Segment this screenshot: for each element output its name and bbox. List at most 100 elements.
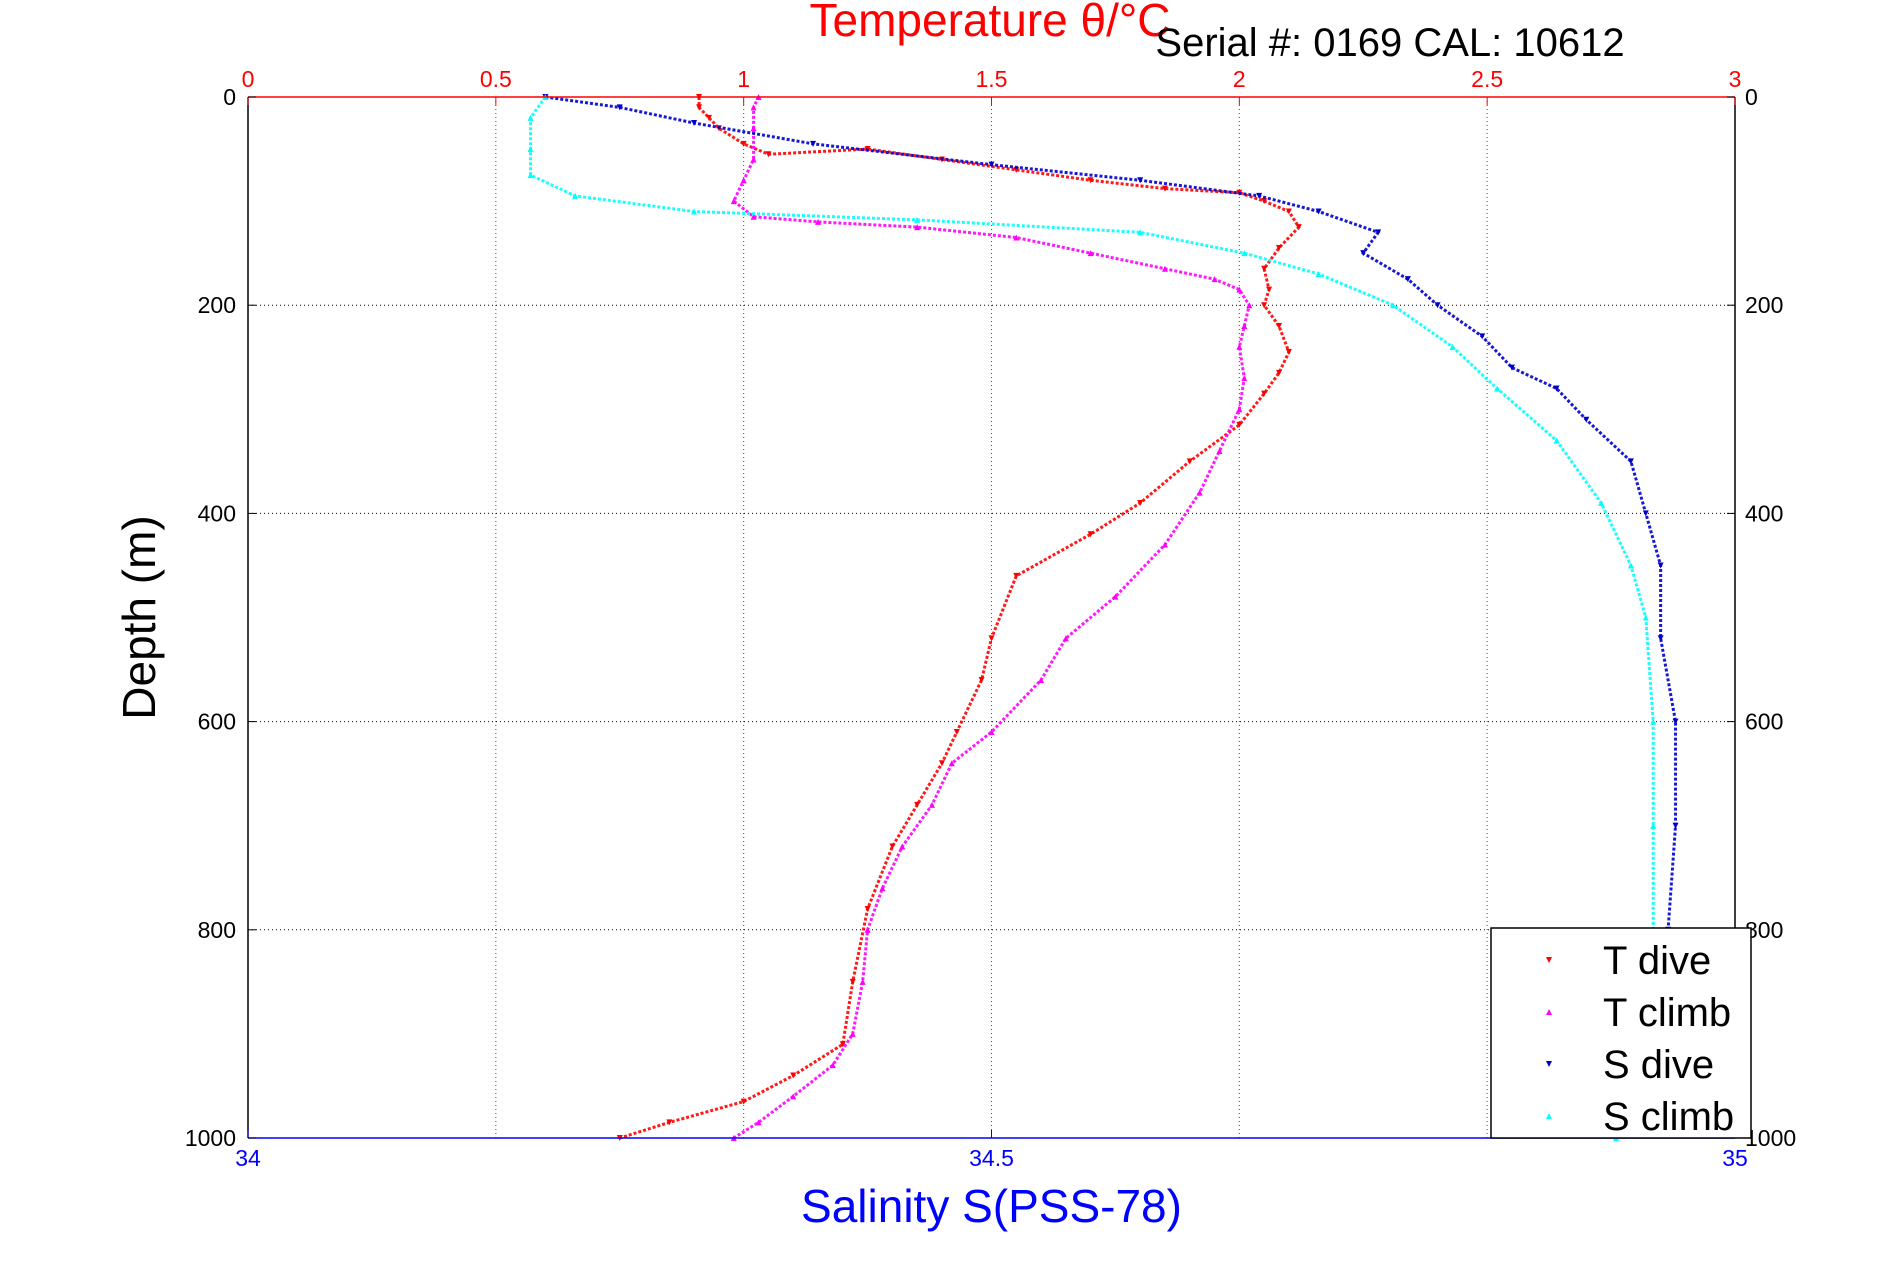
right-tick-label: 600 bbox=[1745, 709, 1783, 735]
data-point bbox=[1087, 177, 1094, 184]
data-point bbox=[740, 1098, 747, 1105]
data-point bbox=[864, 926, 871, 933]
left-tick-label: 0 bbox=[223, 84, 236, 110]
data-point bbox=[1650, 718, 1657, 725]
data-point bbox=[750, 125, 757, 132]
data-point bbox=[740, 140, 747, 147]
legend-label: T climb bbox=[1603, 991, 1731, 1035]
data-point bbox=[1161, 265, 1168, 272]
data-point bbox=[527, 146, 534, 153]
legend-label: S dive bbox=[1603, 1043, 1714, 1087]
data-point bbox=[938, 760, 945, 767]
data-point bbox=[1211, 276, 1218, 283]
data-point bbox=[1275, 244, 1282, 251]
data-point bbox=[879, 885, 886, 892]
top-tick-label: 0 bbox=[242, 66, 255, 92]
data-point bbox=[1013, 572, 1020, 579]
data-point bbox=[1657, 635, 1664, 642]
data-point bbox=[1295, 224, 1302, 231]
data-point bbox=[1246, 302, 1253, 309]
data-point bbox=[1375, 229, 1382, 236]
data-point bbox=[527, 172, 534, 179]
data-point bbox=[1650, 822, 1657, 829]
legend-label: T dive bbox=[1603, 939, 1711, 983]
data-point bbox=[1196, 489, 1203, 496]
data-point bbox=[750, 156, 757, 163]
data-point bbox=[1241, 250, 1248, 257]
bottom-tick-label: 34 bbox=[235, 1145, 261, 1171]
data-point bbox=[914, 216, 921, 223]
legend-marker bbox=[1546, 1009, 1552, 1015]
data-point bbox=[750, 104, 757, 111]
data-point bbox=[1404, 276, 1411, 283]
data-point bbox=[899, 843, 906, 850]
legend-box bbox=[1490, 927, 1752, 1139]
series-t-dive bbox=[616, 94, 1302, 1141]
legend-marker bbox=[1546, 1113, 1552, 1119]
data-point bbox=[765, 151, 772, 158]
data-point bbox=[790, 1093, 797, 1100]
left-tick-label: 400 bbox=[198, 500, 236, 526]
data-point bbox=[839, 1041, 846, 1048]
data-point bbox=[1285, 208, 1292, 215]
data-point bbox=[1087, 250, 1094, 257]
data-point bbox=[691, 120, 698, 127]
left-tick-label: 800 bbox=[198, 917, 236, 943]
data-point bbox=[1583, 416, 1590, 423]
data-point bbox=[1236, 343, 1243, 350]
grid bbox=[248, 97, 1735, 1138]
data-point bbox=[1275, 369, 1282, 376]
series-t-climb bbox=[730, 94, 1253, 1141]
data-point bbox=[1216, 447, 1223, 454]
data-point bbox=[914, 224, 921, 231]
data-point bbox=[1360, 250, 1367, 257]
top-axis-title: Temperature θ/°C bbox=[810, 0, 1171, 46]
data-point bbox=[705, 114, 712, 121]
data-point bbox=[1266, 286, 1273, 293]
data-point bbox=[1261, 265, 1268, 272]
serial-label: Serial #: 0169 CAL: 10612 bbox=[1155, 21, 1624, 65]
right-tick-label: 200 bbox=[1745, 292, 1783, 318]
data-point bbox=[1241, 375, 1248, 382]
data-point bbox=[1285, 349, 1292, 356]
bottom-tick-label: 34.5 bbox=[969, 1145, 1014, 1171]
data-point bbox=[1479, 333, 1486, 340]
data-point bbox=[696, 104, 703, 111]
data-point bbox=[1236, 286, 1243, 293]
right-tick-label: 0 bbox=[1745, 84, 1758, 110]
data-point bbox=[1598, 499, 1605, 506]
data-point bbox=[864, 905, 871, 912]
data-point bbox=[1087, 531, 1094, 538]
data-point bbox=[929, 801, 936, 808]
top-tick-label: 1.5 bbox=[976, 66, 1008, 92]
top-tick-label: 2.5 bbox=[1471, 66, 1503, 92]
series-trace bbox=[545, 95, 1678, 1139]
data-point bbox=[815, 218, 822, 225]
data-point bbox=[1315, 270, 1322, 277]
data-point bbox=[1494, 385, 1501, 392]
data-point bbox=[948, 760, 955, 767]
data-point bbox=[849, 1030, 856, 1037]
data-point bbox=[849, 978, 856, 985]
top-tick-label: 0.5 bbox=[480, 66, 512, 92]
data-point bbox=[1186, 458, 1193, 465]
data-point bbox=[1275, 323, 1282, 330]
data-point bbox=[1508, 364, 1515, 371]
data-point bbox=[1642, 614, 1649, 621]
legend-marker bbox=[1546, 957, 1552, 963]
data-point bbox=[1261, 390, 1268, 397]
top-tick-label: 2 bbox=[1233, 66, 1246, 92]
legend: T dive T climb S dive S climb bbox=[1490, 927, 1752, 1139]
bottom-axis-title: Salinity S(PSS-78) bbox=[801, 1180, 1182, 1232]
legend-label: S climb bbox=[1603, 1095, 1734, 1139]
data-point bbox=[1137, 177, 1144, 184]
bottom-tick-label: 35 bbox=[1722, 1145, 1748, 1171]
data-point bbox=[1627, 458, 1634, 465]
data-point bbox=[1315, 208, 1322, 215]
data-point bbox=[1657, 562, 1664, 569]
data-point bbox=[988, 729, 995, 736]
data-point bbox=[914, 801, 921, 808]
top-tick-label: 3 bbox=[1729, 66, 1742, 92]
data-point bbox=[616, 104, 623, 111]
data-point bbox=[755, 1119, 762, 1126]
